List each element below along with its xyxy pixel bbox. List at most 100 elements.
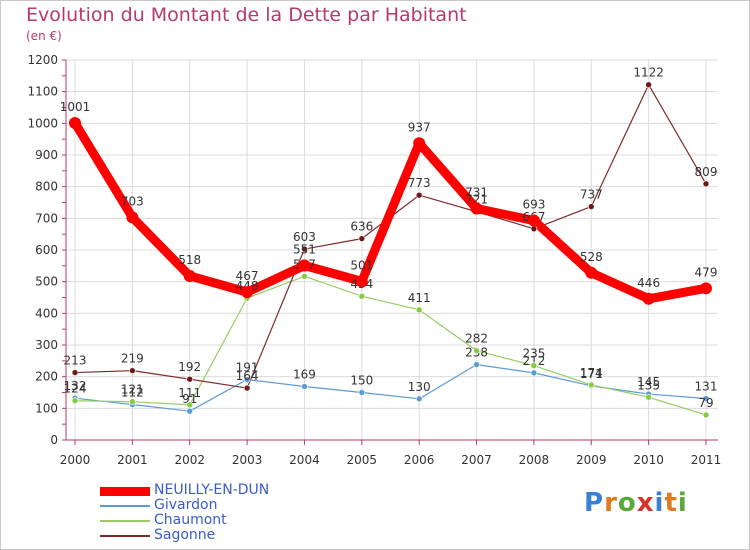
data-label: 91: [182, 392, 197, 406]
data-point: [702, 411, 710, 419]
legend-label: Givardon: [154, 497, 218, 513]
x-tick-label: 2006: [404, 453, 435, 467]
data-label: 937: [408, 120, 431, 134]
data-label: 150: [350, 374, 373, 388]
data-point: [71, 369, 79, 376]
data-point: [415, 191, 423, 199]
legend-swatch: [100, 486, 150, 496]
chart-title: Evolution du Montant de la Dette par Hab…: [26, 4, 467, 26]
data-label: 145: [637, 375, 660, 389]
data-point: [301, 272, 308, 280]
x-tick-label: 2005: [347, 453, 378, 467]
data-point: [186, 375, 194, 383]
x-tick-label: 2000: [60, 453, 91, 467]
data-label: 130: [408, 380, 431, 394]
x-tick-label: 2002: [174, 453, 205, 467]
y-tick-label: 0: [50, 433, 58, 447]
y-tick-label: 100: [35, 401, 58, 415]
data-point: [470, 202, 483, 215]
y-tick-label: 1100: [27, 85, 58, 99]
data-point: [415, 306, 423, 314]
x-tick-label: 2010: [633, 453, 664, 467]
data-label: 121: [121, 383, 144, 397]
data-point: [186, 401, 194, 409]
data-label: 164: [236, 369, 259, 383]
data-label: 501: [350, 258, 373, 272]
data-label: 636: [350, 220, 373, 234]
data-point: [645, 81, 652, 88]
data-point: [358, 389, 366, 396]
data-point: [358, 235, 366, 242]
data-point: [71, 397, 79, 405]
data-label: 518: [178, 253, 201, 267]
data-point: [700, 282, 712, 295]
data-point: [186, 407, 194, 415]
data-label: 528: [580, 250, 603, 264]
y-tick-label: 800: [35, 180, 58, 194]
data-label: 192: [178, 360, 201, 374]
x-tick-label: 2001: [117, 453, 148, 467]
data-point: [642, 292, 655, 305]
data-label: 111: [178, 386, 201, 400]
data-point: [413, 137, 426, 150]
data-point: [702, 395, 710, 402]
y-tick-label: 500: [35, 275, 58, 289]
x-tick-label: 2008: [519, 453, 550, 467]
logo-letter: o: [617, 488, 637, 518]
data-label: 79: [698, 396, 713, 410]
data-point: [645, 393, 652, 401]
data-label: 112: [121, 386, 144, 400]
legend-swatch: [100, 505, 150, 507]
y-tick-label: 600: [35, 243, 58, 257]
data-label: 124: [64, 382, 87, 396]
data-label: 212: [522, 354, 545, 368]
data-point: [587, 381, 595, 389]
data-label: 411: [408, 291, 431, 305]
logo-letter: x: [636, 488, 655, 518]
y-tick-label: 200: [35, 370, 58, 384]
data-point: [530, 225, 538, 233]
y-tick-label: 400: [35, 306, 58, 320]
x-tick-label: 2004: [289, 453, 320, 467]
data-point: [530, 369, 538, 377]
data-label: 235: [522, 347, 545, 361]
data-point: [129, 367, 136, 374]
data-label: 731: [465, 186, 488, 200]
legend-label: Chaumont: [154, 512, 227, 528]
data-label: 191: [236, 361, 259, 375]
data-point: [358, 292, 366, 300]
legend-label: Sagonne: [154, 527, 216, 543]
logo-letter: i: [654, 488, 665, 518]
legend-swatch: [100, 535, 150, 537]
data-label: 479: [695, 265, 718, 279]
data-label: 171: [580, 367, 603, 381]
data-point: [298, 259, 311, 272]
x-tick-label: 2011: [691, 453, 722, 467]
data-label: 446: [637, 276, 660, 290]
data-point: [530, 362, 538, 369]
data-label: 809: [695, 165, 718, 179]
data-point: [301, 383, 308, 390]
x-tick-label: 2009: [576, 453, 607, 467]
data-label: 213: [64, 354, 87, 368]
data-point: [243, 384, 251, 392]
data-point: [129, 398, 136, 405]
data-point: [702, 180, 710, 188]
x-tick-label: 2007: [461, 453, 492, 467]
data-label: 174: [580, 366, 603, 380]
data-label: 737: [580, 188, 603, 202]
series-line-chaumont: [74, 275, 707, 416]
logo-letter: P: [584, 488, 605, 518]
data-label: 467: [236, 269, 259, 283]
data-label: 603: [293, 230, 316, 244]
logo-letter: i: [677, 488, 688, 518]
legend-swatch: [100, 520, 150, 522]
data-label: 551: [293, 243, 316, 257]
y-tick-label: 300: [35, 338, 58, 352]
data-label: 169: [293, 367, 316, 381]
data-label: 1122: [633, 66, 664, 80]
data-label: 282: [465, 332, 488, 346]
data-point: [243, 376, 251, 383]
data-label: 693: [522, 198, 545, 212]
